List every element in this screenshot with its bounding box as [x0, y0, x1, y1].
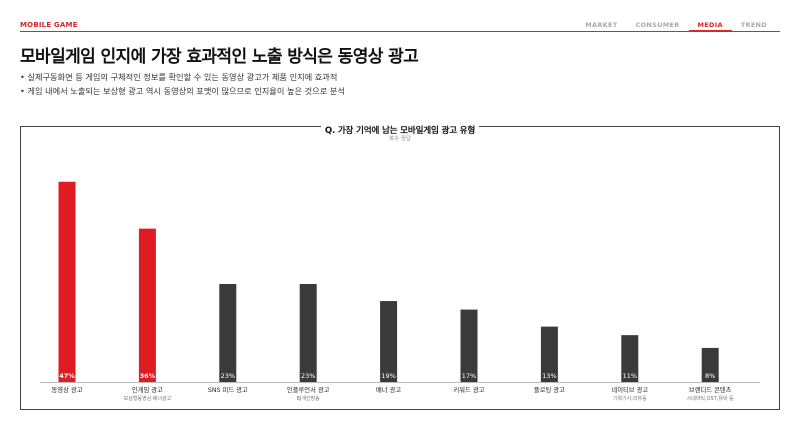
- category-label-1: 인게임 광고: [132, 385, 163, 394]
- bar-4: [380, 301, 398, 382]
- value-label-7: 11%: [623, 372, 637, 380]
- summary-bullets: • 실제구동화면 등 게임의 구체적인 정보를 확인할 수 있는 동영상 광고가…: [20, 70, 345, 98]
- category-label-2: SNS 피드 광고: [208, 385, 248, 394]
- page-headline: 모바일게임 인지에 가장 효과적인 노출 방식은 동영상 광고: [20, 47, 419, 67]
- bar-0: [58, 181, 76, 382]
- bar-5: [460, 309, 478, 382]
- category-sublabel-3: BJ개인방송: [297, 395, 321, 402]
- brand-label: MOBILE GAME: [20, 21, 78, 29]
- bar-8: [701, 347, 719, 382]
- bar-1: [138, 228, 156, 382]
- value-label-3: 23%: [301, 372, 315, 380]
- category-sublabel-7: 기획기사,리뷰등: [613, 395, 647, 402]
- category-label-0: 동영상 광고: [52, 385, 83, 394]
- value-label-0: 47%: [59, 372, 75, 380]
- chart-title-wrap: Q. 가장 기억에 남는 모바일게임 광고 유형: [0, 118, 800, 137]
- category-label-4: 배너 광고: [376, 385, 401, 394]
- bar-2: [219, 284, 237, 382]
- category-label-8: 브랜디드 콘텐츠: [689, 385, 732, 394]
- value-label-8: 8%: [705, 372, 715, 380]
- bullet-1: • 실제구동화면 등 게임의 구체적인 정보를 확인할 수 있는 동영상 광고가…: [20, 72, 338, 82]
- value-label-2: 23%: [221, 372, 235, 380]
- top-bar: MOBILE GAME MARKET CONSUMER MEDIA TREND: [0, 0, 800, 32]
- value-label-5: 17%: [462, 372, 476, 380]
- value-label-6: 13%: [542, 372, 556, 380]
- category-sublabel-1: 보상형동영상·배너광고: [124, 395, 172, 402]
- chart-subtitle: 복수 응답: [389, 136, 411, 142]
- category-label-6: 플로팅 광고: [534, 386, 565, 394]
- header-divider: [20, 31, 780, 32]
- chart-title: Q. 가장 기억에 남는 모바일게임 광고 유형: [320, 124, 480, 136]
- bar-6: [540, 326, 558, 382]
- category-label-7: 네이티브 광고: [611, 385, 648, 394]
- nav-consumer[interactable]: CONSUMER: [635, 21, 680, 29]
- nav-trend[interactable]: TREND: [740, 21, 767, 29]
- category-label-5: 키워드 광고: [454, 385, 485, 394]
- bar-7: [621, 335, 639, 382]
- value-label-1: 36%: [140, 372, 156, 380]
- value-label-4: 19%: [381, 372, 395, 380]
- nav-market[interactable]: MARKET: [585, 21, 618, 29]
- bar-3: [299, 284, 317, 382]
- category-label-3: 인플루언서 광고: [287, 385, 330, 394]
- bullet-2: • 게임 내에서 노출되는 보상형 광고 역시 동영상의 포맷이 많으므로 인지…: [20, 86, 345, 96]
- category-sublabel-8: 시네마틱,OST,뮤비 등: [687, 395, 735, 402]
